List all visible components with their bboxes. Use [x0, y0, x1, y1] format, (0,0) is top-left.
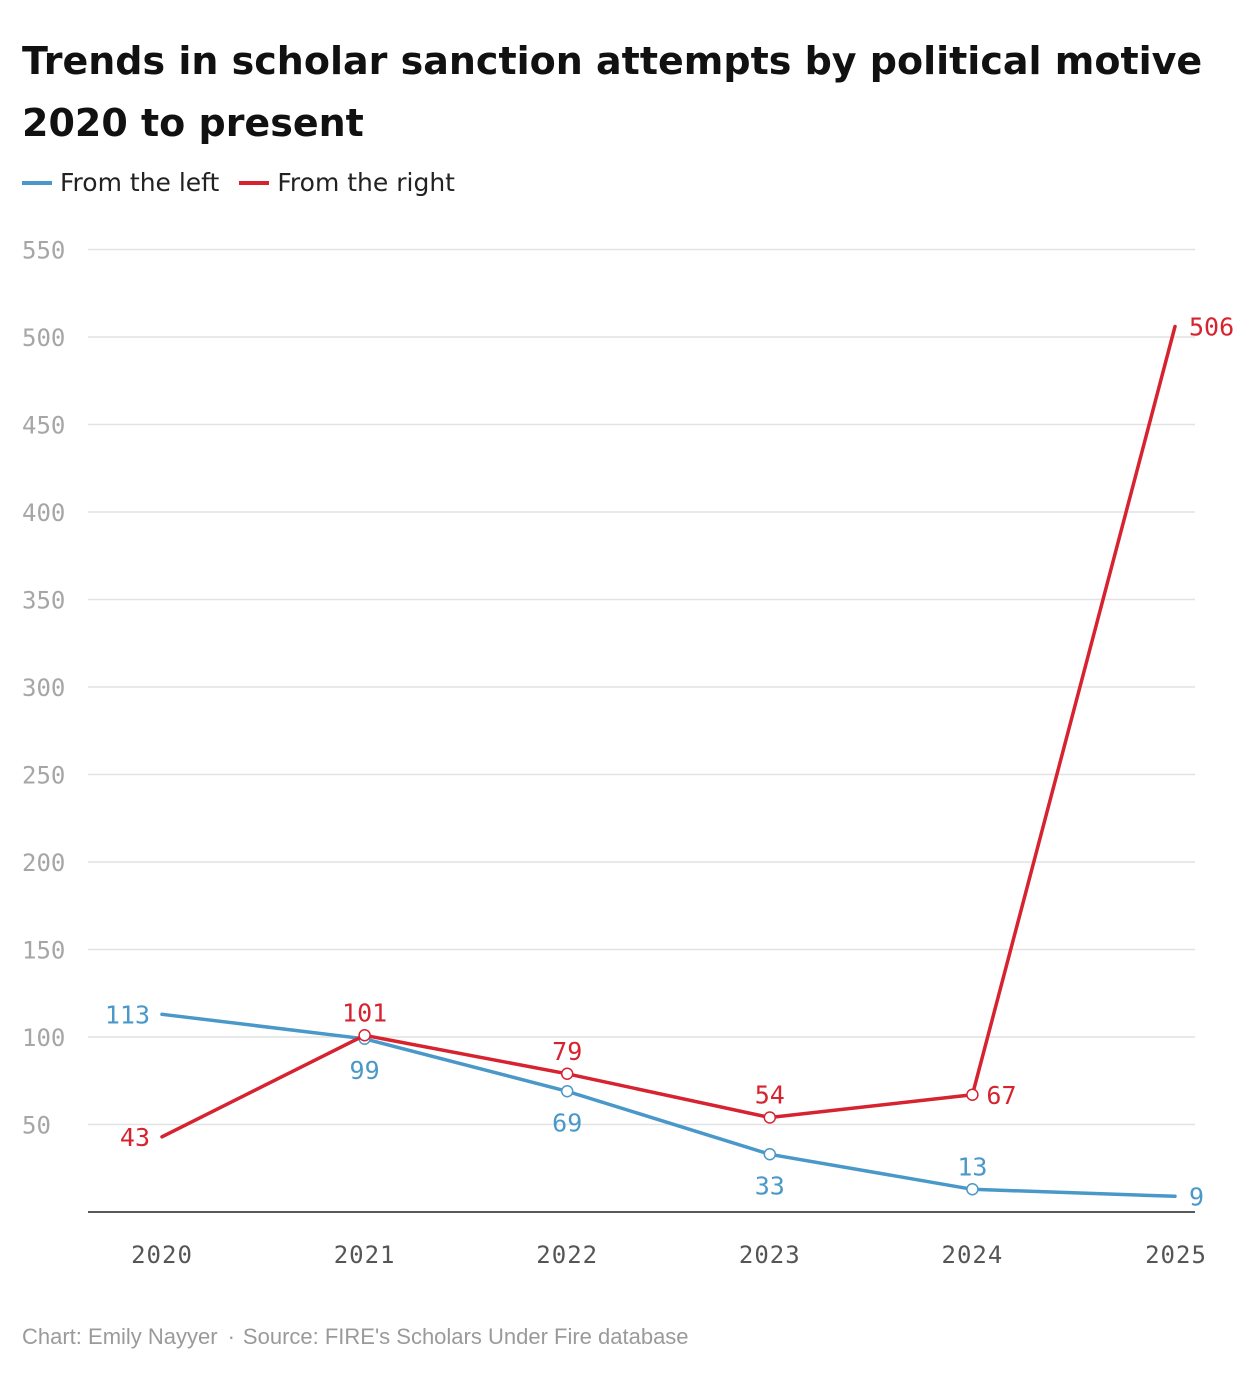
y-tick-label-450: 450 [22, 412, 65, 440]
y-tick-label-100: 100 [22, 1024, 65, 1052]
y-tick-label-400: 400 [22, 499, 65, 527]
y-tick-label-300: 300 [22, 674, 65, 702]
data-label-right-2024: 67 [986, 1081, 1016, 1110]
data-point-right-2024 [966, 1088, 979, 1101]
legend: From the left From the right [22, 168, 475, 197]
data-label-left-2025: 9 [1189, 1182, 1204, 1211]
y-tick-label-150: 150 [22, 937, 65, 965]
line-chart: 50 100 150 200 250 300 350 400 450 500 550 2020 2021… [22, 237, 1234, 1270]
x-tick-label-2021: 2021 [334, 1241, 396, 1269]
data-label-left-2023: 33 [755, 1171, 785, 1200]
x-tick-label-2024: 2024 [942, 1241, 1004, 1269]
chart-title-line1: Trends in scholar sanction attempts by p… [22, 39, 1203, 83]
legend-label-right: From the right [277, 168, 455, 197]
series-line-left [160, 1012, 1177, 1199]
data-point-left-2023 [763, 1148, 777, 1161]
y-tick-label-500: 500 [22, 324, 65, 352]
data-label-right-2022: 79 [552, 1037, 582, 1066]
legend-item-right: From the right [239, 168, 455, 197]
data-point-left-2024 [966, 1183, 979, 1196]
series-line-right [160, 324, 1177, 1139]
data-label-left-2022: 69 [552, 1108, 582, 1137]
chart-source: Source: FIRE's Scholars Under Fire datab… [242, 1324, 689, 1349]
legend-item-left: From the left [22, 168, 219, 197]
data-label-left-2021: 99 [350, 1056, 380, 1085]
y-tick-label-50: 50 [22, 1112, 51, 1140]
x-tick-label-2022: 2022 [536, 1241, 598, 1269]
y-tick-label-200: 200 [22, 849, 65, 877]
x-tick-label-2020: 2020 [131, 1241, 193, 1269]
chart-subtitle: 2020 to present [22, 101, 364, 145]
data-label-left-2020: 113 [105, 1000, 150, 1029]
data-label-right-2021: 101 [342, 998, 387, 1027]
data-label-right-2020: 43 [120, 1123, 150, 1152]
data-point-left-2022 [560, 1085, 574, 1098]
y-tick-label-550: 550 [22, 237, 65, 265]
x-tick-label-2023: 2023 [739, 1241, 801, 1269]
data-point-right-2023 [763, 1111, 777, 1124]
data-point-right-2022 [560, 1067, 574, 1080]
x-tick-label-2025: 2025 [1145, 1241, 1207, 1269]
legend-swatch-left [22, 180, 52, 185]
data-point-right-2021 [358, 1029, 371, 1042]
y-tick-label-250: 250 [22, 762, 65, 790]
footer-separator: · [227, 1324, 235, 1349]
chart-credit: Chart: Emily Nayyer [22, 1324, 218, 1349]
chart-title: Trends in scholar sanction attempts by p… [22, 30, 1242, 154]
data-label-left-2024: 13 [957, 1152, 987, 1181]
legend-label-left: From the left [60, 168, 220, 197]
data-label-right-2025: 506 [1189, 313, 1234, 342]
chart-footer: Chart: Emily Nayyer · Source: FIRE's Schol… [22, 1324, 689, 1350]
legend-swatch-right [239, 180, 270, 185]
y-tick-label-350: 350 [22, 587, 65, 615]
data-label-right-2023: 54 [755, 1081, 785, 1110]
